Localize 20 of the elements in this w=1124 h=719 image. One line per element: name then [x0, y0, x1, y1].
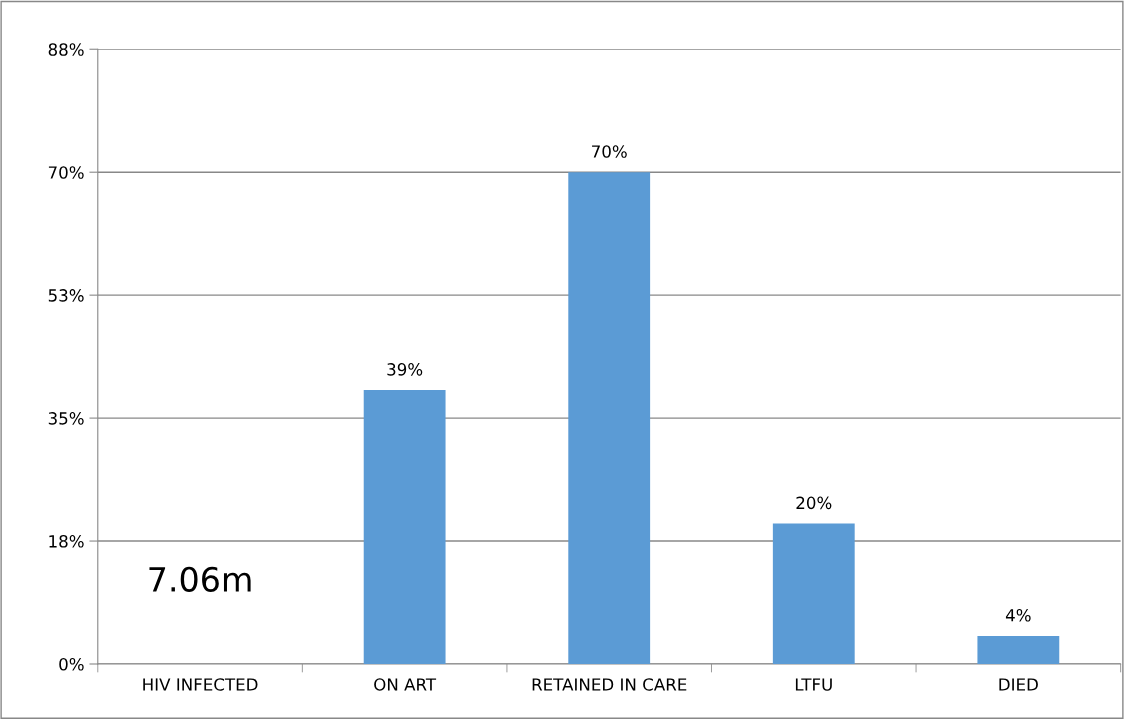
bar: [977, 635, 1060, 664]
data-label: 4%: [1005, 608, 1031, 622]
y-tick-label: 70%: [48, 166, 84, 179]
x-tick-label: RETAINED IN CARE: [532, 678, 687, 691]
bar: [772, 523, 855, 664]
y-tick-label: 88%: [48, 43, 84, 56]
y-tick-label: 0%: [59, 657, 84, 671]
y-tick-label: 18%: [49, 535, 84, 548]
x-tick-label: LTFU: [795, 678, 832, 691]
data-label: 39%: [387, 363, 423, 376]
y-tick-label: 53%: [48, 289, 84, 302]
bar: [568, 172, 651, 664]
data-label: 20%: [796, 496, 832, 510]
x-tick-label: DIED: [999, 678, 1038, 691]
x-tick-label: ON ART: [374, 678, 437, 691]
annotation: 7.06m: [149, 566, 251, 592]
data-label: 70%: [592, 145, 627, 158]
y-tick-label: 35%: [48, 412, 84, 425]
bar: [363, 390, 446, 664]
x-tick-label: HIV INFECTED: [143, 678, 258, 691]
